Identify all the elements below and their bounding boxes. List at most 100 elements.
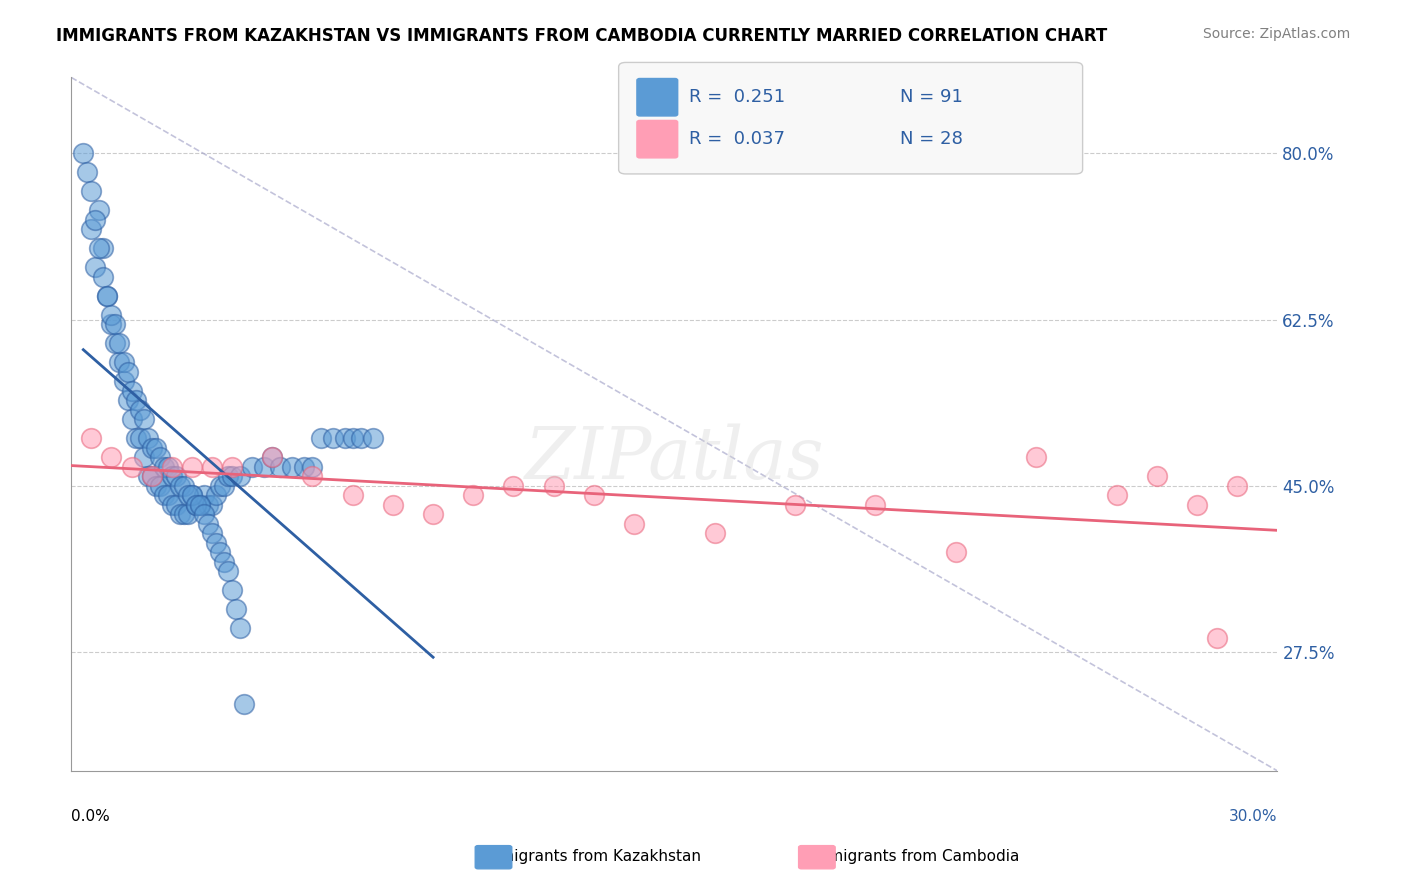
Point <box>294 459 316 474</box>
Point <box>132 450 155 465</box>
Point <box>93 241 115 255</box>
Text: ZIPatlas: ZIPatlas <box>524 424 824 494</box>
Point <box>229 621 252 635</box>
Point <box>104 318 127 332</box>
Text: IMMIGRANTS FROM KAZAKHSTAN VS IMMIGRANTS FROM CAMBODIA CURRENTLY MARRIED CORRELA: IMMIGRANTS FROM KAZAKHSTAN VS IMMIGRANTS… <box>56 27 1108 45</box>
Point <box>136 469 159 483</box>
Point <box>96 289 118 303</box>
Point <box>269 459 291 474</box>
Point <box>100 450 122 465</box>
Point <box>89 203 111 218</box>
Point <box>208 545 231 559</box>
Point <box>233 698 256 712</box>
Point <box>543 479 565 493</box>
Text: 0.0%: 0.0% <box>72 809 110 824</box>
Point <box>84 260 107 275</box>
Point <box>156 488 179 502</box>
Point <box>165 498 187 512</box>
Point <box>783 498 806 512</box>
Point <box>149 450 172 465</box>
Point <box>201 459 224 474</box>
Point <box>145 479 167 493</box>
Text: Source: ZipAtlas.com: Source: ZipAtlas.com <box>1202 27 1350 41</box>
Point <box>945 545 967 559</box>
Point <box>281 459 304 474</box>
Point <box>582 488 605 502</box>
Point <box>703 526 725 541</box>
Point <box>145 441 167 455</box>
Text: N = 28: N = 28 <box>900 130 963 148</box>
Point <box>160 498 183 512</box>
Point <box>188 498 211 512</box>
Point <box>169 479 191 493</box>
Point <box>112 375 135 389</box>
Point <box>422 508 444 522</box>
Point <box>117 393 139 408</box>
Point <box>225 602 247 616</box>
Point <box>333 431 356 445</box>
Point <box>141 469 163 483</box>
Point <box>141 441 163 455</box>
Text: 30.0%: 30.0% <box>1229 809 1278 824</box>
Point <box>463 488 485 502</box>
Point <box>160 469 183 483</box>
Point <box>124 431 146 445</box>
Point <box>1226 479 1249 493</box>
Point <box>201 526 224 541</box>
Point <box>350 431 373 445</box>
Point <box>502 479 524 493</box>
Point <box>72 146 94 161</box>
Point <box>165 469 187 483</box>
Point <box>121 384 143 398</box>
Point <box>1185 498 1208 512</box>
Point <box>136 431 159 445</box>
Point <box>188 498 211 512</box>
Point <box>180 488 202 502</box>
Point <box>361 431 384 445</box>
Point <box>152 488 174 502</box>
Point <box>193 488 215 502</box>
Point <box>80 431 103 445</box>
Point <box>156 459 179 474</box>
Point <box>177 508 200 522</box>
Point <box>322 431 344 445</box>
Point <box>221 469 243 483</box>
Point <box>1025 450 1047 465</box>
Point <box>262 450 284 465</box>
Point <box>193 508 215 522</box>
Point <box>124 393 146 408</box>
Point <box>121 412 143 426</box>
Point <box>128 403 150 417</box>
Point <box>128 431 150 445</box>
Text: R =  0.037: R = 0.037 <box>689 130 785 148</box>
Point <box>89 241 111 255</box>
Point <box>1105 488 1128 502</box>
Point <box>197 498 219 512</box>
Point <box>132 412 155 426</box>
Point <box>100 318 122 332</box>
Point <box>108 336 131 351</box>
Point <box>221 459 243 474</box>
Text: R =  0.251: R = 0.251 <box>689 88 785 106</box>
Point <box>208 479 231 493</box>
Point <box>301 469 323 483</box>
Point <box>76 165 98 179</box>
Point <box>177 488 200 502</box>
Point <box>173 479 195 493</box>
Point <box>80 222 103 236</box>
Point <box>180 459 202 474</box>
Point <box>108 355 131 369</box>
Point <box>180 488 202 502</box>
Point <box>221 583 243 598</box>
Point <box>205 488 228 502</box>
Point <box>184 498 207 512</box>
Point <box>342 488 364 502</box>
Point <box>217 565 239 579</box>
Text: Immigrants from Kazakhstan: Immigrants from Kazakhstan <box>479 849 702 863</box>
Point <box>96 289 118 303</box>
Point <box>173 508 195 522</box>
Point <box>262 450 284 465</box>
Point <box>217 469 239 483</box>
Point <box>212 555 235 569</box>
Point <box>84 213 107 227</box>
